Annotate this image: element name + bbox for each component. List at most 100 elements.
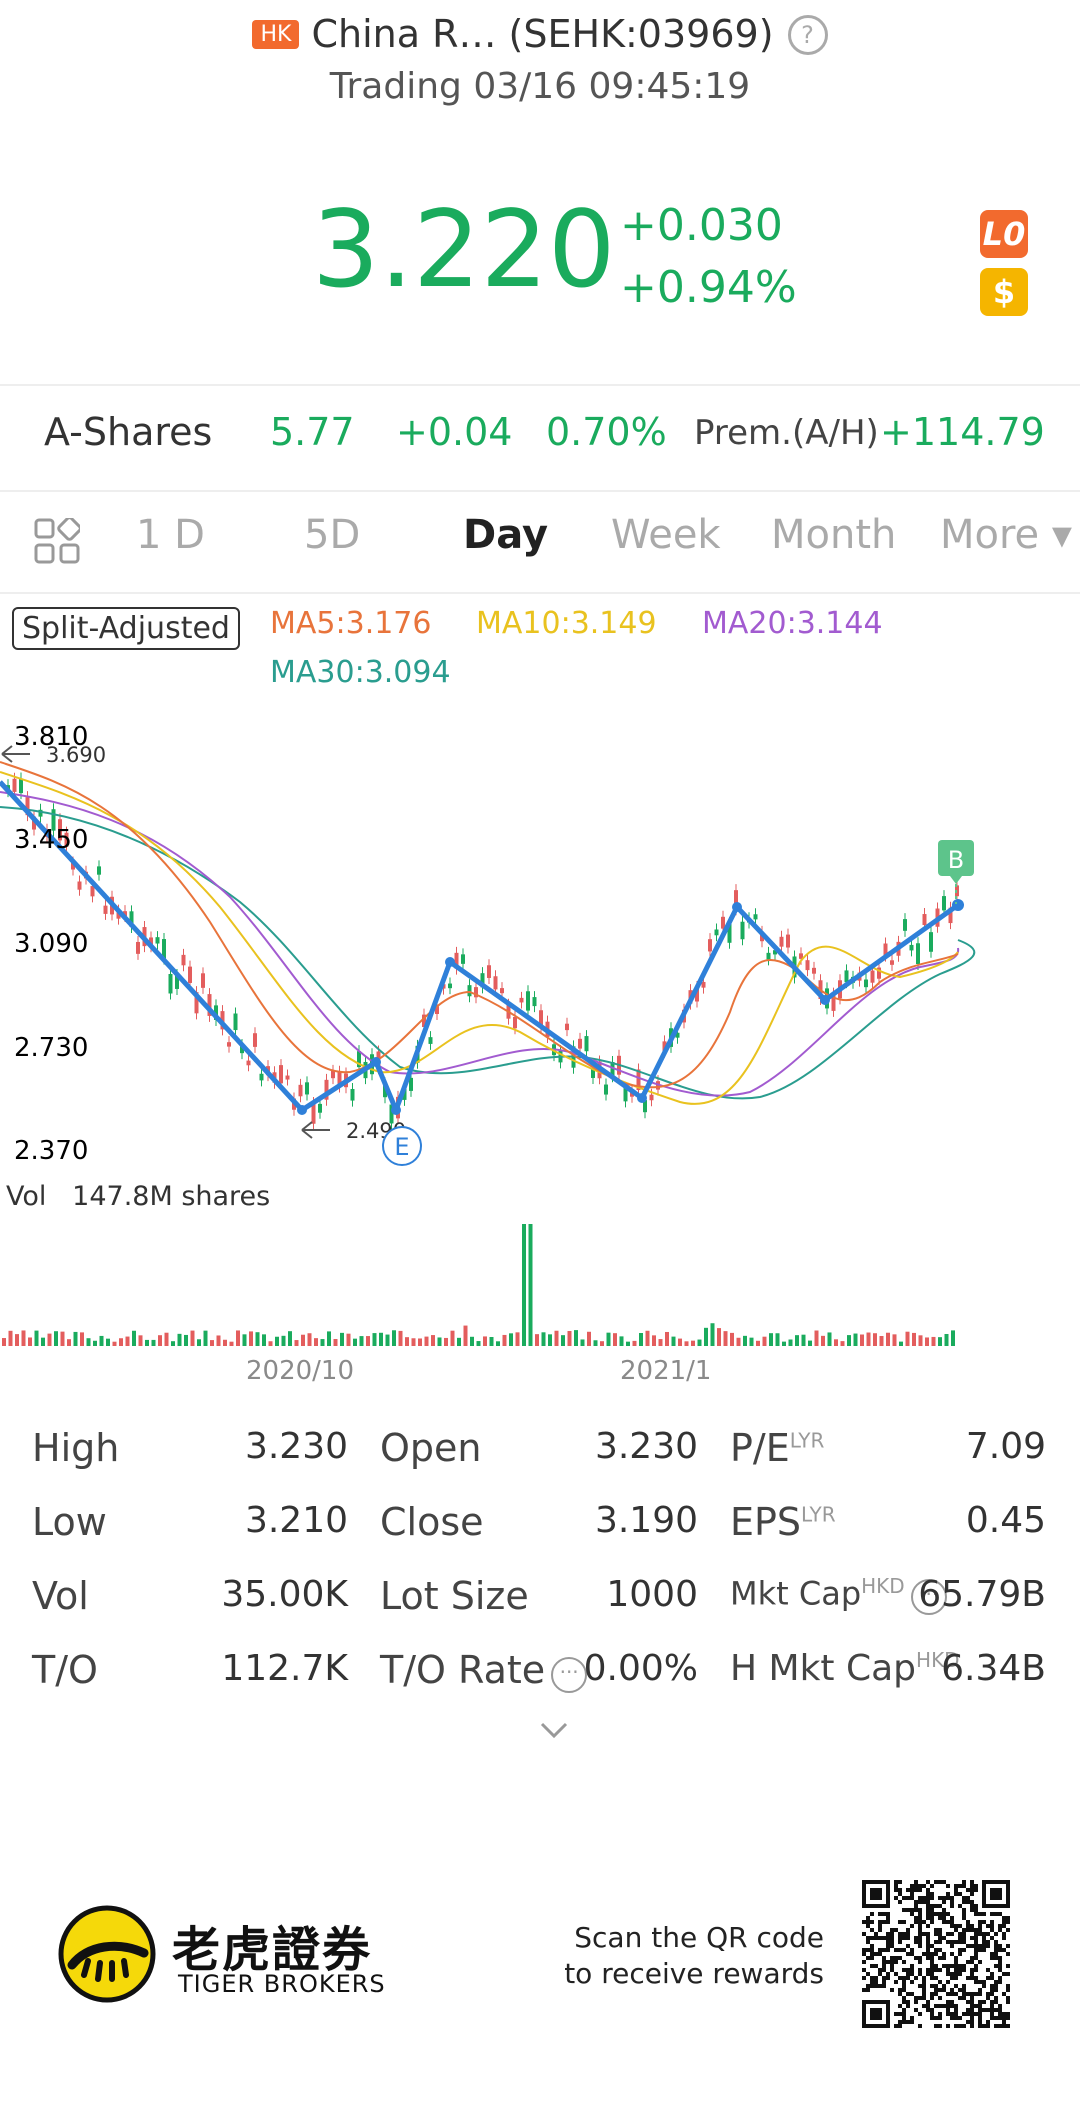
candle [149,937,153,947]
volume-bar [288,1331,292,1346]
volume-bar [340,1332,344,1346]
tab-5d[interactable]: 5D [304,512,361,558]
more-info-icon[interactable]: ··· [910,1578,947,1615]
volume-bar [847,1335,851,1346]
ma5-value: MA5:3.176 [270,606,432,641]
volume-bar [236,1330,240,1346]
volume-bar [912,1332,916,1346]
buy-b-marker[interactable] [938,840,974,876]
brand-name-english: TIGER BROKERS [178,1970,386,1998]
dollar-icon[interactable]: $ [980,268,1028,316]
qr-code[interactable] [862,1880,1010,2028]
y-tick-label: 3.090 [14,929,88,959]
candle [279,1065,283,1084]
premium-label: Prem.(A/H) [694,413,879,453]
volume-bar [710,1323,715,1346]
zigzag-point [820,995,830,1005]
volume-bar [281,1335,286,1346]
ma30-value: MA30:3.094 [270,655,451,690]
volume-bar [619,1336,624,1346]
volume-bar [463,1325,468,1346]
volume-bar [15,1334,19,1346]
volume-bar [925,1337,929,1346]
more-info-icon[interactable]: ··· [551,1657,588,1693]
volume-bar [320,1339,325,1346]
volume-bar [314,1338,318,1346]
candle [64,832,69,847]
chevron-down-icon[interactable] [536,1712,572,1748]
stat-label: Low [32,1500,107,1544]
candle [168,973,173,994]
candle [324,1079,329,1100]
volume-bar [678,1338,682,1346]
volume-bar [2,1338,6,1346]
divider [0,384,1080,386]
candle [877,967,881,979]
volume-bar [509,1333,513,1346]
candle [500,988,504,994]
volume-bar [730,1332,734,1346]
volume-bar [164,1332,169,1346]
candle [116,910,121,919]
volume-bar [931,1336,936,1346]
tab-month[interactable]: Month [771,512,897,558]
zigzag-point [391,1105,401,1115]
volume-bar [210,1340,214,1346]
event-e-marker[interactable] [382,1126,422,1166]
volume-bar [28,1337,32,1346]
help-icon[interactable]: ? [787,15,828,55]
candle [97,866,101,875]
candle [870,970,875,983]
candle [409,1077,413,1091]
volume-bar [106,1338,110,1346]
tab-day[interactable]: Day [463,512,549,558]
candle [636,1069,641,1091]
candle [526,991,530,1011]
volume-bar [548,1334,552,1346]
candle [584,1036,589,1052]
volume-bar [580,1339,585,1346]
volume-bar [639,1333,643,1346]
volume-bar [197,1339,201,1346]
candle [903,919,907,931]
candle [38,809,43,817]
candle [675,1032,680,1038]
volume-bar [73,1331,78,1346]
volume-bar [346,1333,351,1346]
volume-bar [418,1338,422,1346]
stat-superscript: LYR [789,1428,825,1453]
candle [383,1083,387,1098]
volume-bar [145,1339,149,1346]
candle [253,1033,257,1047]
volume-bar [125,1336,130,1346]
low-marker-arrow [301,1121,330,1139]
tab-week[interactable]: Week [611,512,721,558]
volume-bar [392,1330,396,1346]
split-adjusted-button[interactable]: Split-Adjusted [12,607,240,650]
candle [259,1073,264,1081]
tab-1d[interactable]: 1 D [136,512,205,558]
candle [766,952,771,960]
tab-more[interactable]: More ▾ [940,512,1072,558]
volume-bar [21,1330,26,1346]
zigzag-points [297,899,964,1115]
candle [90,886,95,897]
volume-bar [496,1341,500,1346]
candle [454,952,459,969]
volume-label: Vol 147.8M shares [6,1181,271,1212]
candlestick-chart[interactable]: 3.810 3.450 3.090 2.730 2.370 3.690 2.49… [0,712,1080,1172]
stat-value: 112.7K [221,1648,348,1689]
chart-layout-icon[interactable] [34,518,80,564]
volume-bar [567,1330,572,1346]
candle [591,1068,595,1078]
candle [714,929,719,936]
volume-bar [151,1339,156,1346]
candle [201,973,205,988]
buy-b-pointer [950,876,962,884]
level-zero-icon[interactable]: L0 [980,210,1028,258]
candle [194,992,199,1014]
volume-bar [606,1332,611,1346]
divider [0,592,1080,594]
candle [175,974,179,989]
ma5-line [0,761,959,1089]
